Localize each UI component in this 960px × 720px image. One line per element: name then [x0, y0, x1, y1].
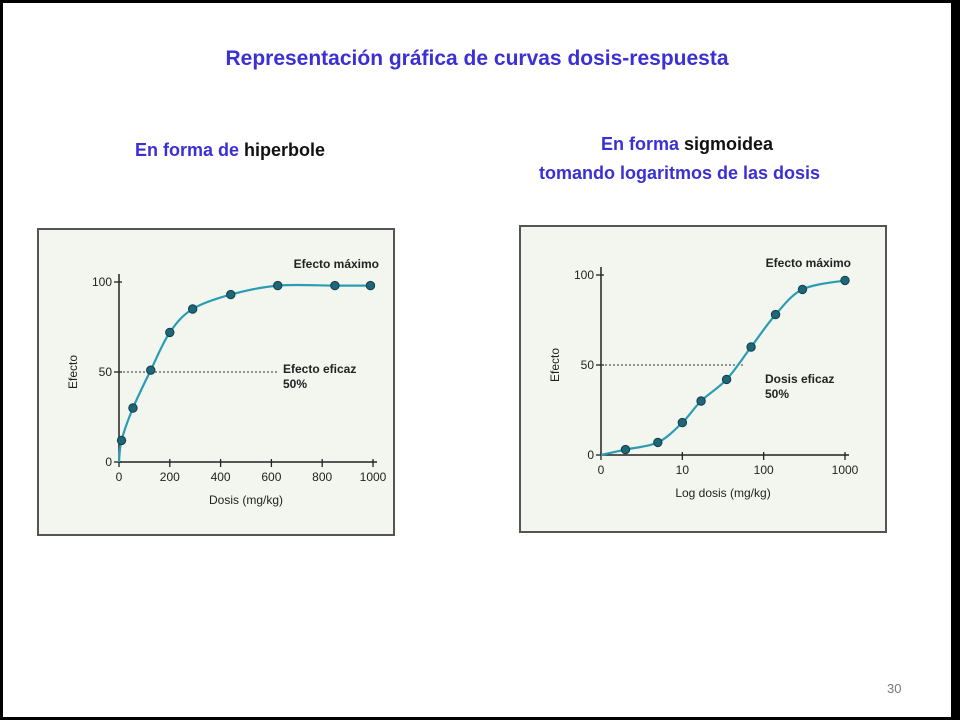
- data-point: [116, 435, 127, 446]
- data-point: [365, 280, 376, 291]
- ec50-label-line2: 50%: [765, 387, 789, 401]
- y-tick-label: 100: [92, 275, 112, 289]
- left-heading-part1: En forma de: [135, 140, 245, 160]
- ec50-label-line1: Dosis eficaz: [765, 372, 834, 386]
- max-effect-label: Efecto máximo: [294, 257, 379, 271]
- y-tick-label: 0: [587, 448, 594, 462]
- data-point: [165, 327, 175, 338]
- x-tick-label: 200: [160, 470, 180, 484]
- right-heading-line1: En forma sigmoidea: [601, 134, 773, 155]
- max-effect-label: Efecto máximo: [766, 256, 851, 270]
- y-tick-label: 50: [99, 365, 113, 379]
- x-tick-label: 0: [116, 470, 123, 484]
- dose-response-curve: [117, 283, 371, 463]
- ec50-label-line2: 50%: [283, 377, 307, 391]
- right-heading-line2: tomando logaritmos de las dosis: [539, 163, 821, 183]
- x-tick-label: 0: [598, 463, 605, 477]
- dose-response-curve: [600, 279, 846, 457]
- x-tick-label: 600: [261, 470, 281, 484]
- data-point: [677, 417, 688, 428]
- data-point: [721, 374, 732, 385]
- x-tick-label: 10: [676, 463, 690, 477]
- y-axis-label: Efecto: [66, 355, 80, 389]
- slide-title: Representación gráfica de curvas dosis-r…: [225, 47, 729, 70]
- data-point: [840, 275, 850, 286]
- data-point: [653, 437, 663, 448]
- page-number: 30: [887, 681, 902, 696]
- left-heading: En forma de hiperbole: [135, 140, 325, 161]
- left-heading-part2: hiperbole: [244, 140, 326, 160]
- y-tick-label: 0: [105, 455, 112, 469]
- x-tick-label: 100: [754, 463, 774, 477]
- data-point: [770, 309, 781, 320]
- x-tick-label: 800: [312, 470, 332, 484]
- y-tick-label: 50: [581, 358, 595, 372]
- data-point: [797, 284, 808, 295]
- x-tick-label: 1000: [832, 463, 859, 477]
- data-point: [746, 342, 756, 352]
- data-point: [330, 280, 340, 291]
- data-point: [273, 280, 283, 291]
- data-point: [620, 444, 631, 455]
- right-heading-part1: En forma: [601, 134, 685, 154]
- data-point: [146, 365, 156, 375]
- data-point: [226, 289, 236, 300]
- x-axis-label: Dosis (mg/kg): [209, 493, 283, 507]
- right-heading-part2: sigmoidea: [684, 134, 774, 154]
- ec50-label-line1: Efecto eficaz: [283, 362, 356, 376]
- data-point: [128, 403, 138, 413]
- y-tick-label: 100: [574, 268, 594, 282]
- data-point: [187, 304, 198, 314]
- data-point: [696, 396, 706, 406]
- x-tick-label: 1000: [360, 470, 387, 484]
- hyperbolic-chart-panel: 0 50 100 0 200 400 600 800 1000 Dosis (mg/kg) Efec…: [37, 228, 395, 536]
- y-axis-label: Efecto: [548, 348, 562, 382]
- x-tick-label: 400: [211, 470, 231, 484]
- sigmoid-chart-panel: 0 50 100 0 10 100 1000 Log dosis (mg/kg) Efecto E…: [519, 225, 887, 533]
- slide: Representación gráfica de curvas dosis-r…: [3, 3, 951, 717]
- x-axis-label: Log dosis (mg/kg): [675, 486, 770, 500]
